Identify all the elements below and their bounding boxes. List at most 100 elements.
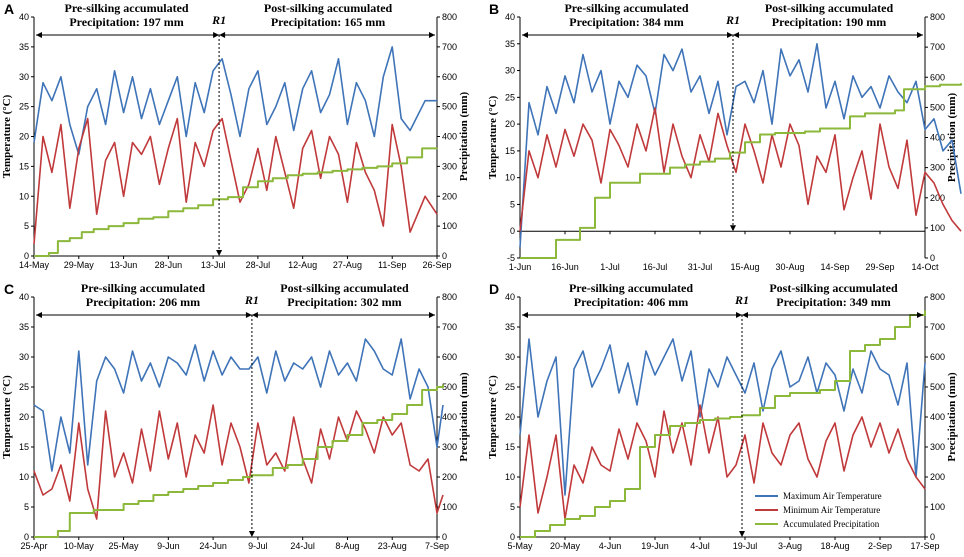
y2-tick-label: 400 [930, 412, 945, 422]
pre-silking-title: Pre-silking accumulated [64, 1, 188, 15]
pre-silking-precip: Precipitation: 197 mm [69, 15, 183, 29]
r1-label: R1 [211, 13, 226, 27]
y-tick-label: 10 [19, 472, 29, 482]
x-tick-label: 10-May [64, 541, 95, 551]
pre-silking-title: Pre-silking accumulated [564, 1, 688, 15]
x-tick-label: 25-Apr [20, 541, 47, 551]
y-tick-label: 0 [24, 532, 29, 542]
y-tick-label: 40 [19, 292, 29, 302]
x-tick-label: 2-Sep [868, 541, 892, 551]
y2-axis-label: Precipitation (mm) [946, 372, 958, 462]
y2-tick-label: 600 [442, 352, 457, 362]
y-tick-label: 25 [505, 382, 515, 392]
pre-silking-precip: Precipitation: 384 mm [569, 15, 683, 29]
pre-silking-title: Pre-silking accumulated [569, 281, 693, 295]
y2-tick-label: 500 [930, 102, 945, 112]
pre-silking-arrow-head-right [736, 312, 742, 318]
max-temp-line [33, 46, 437, 156]
y2-tick-label: 800 [442, 12, 457, 22]
post-silking-precip: Precipitation: 349 mm [776, 295, 890, 309]
y2-tick-label: 400 [442, 412, 457, 422]
y-tick-label: 0 [24, 251, 29, 261]
y2-tick-label: 400 [930, 133, 945, 143]
panel-D: D051015202530354001002003004005006007008… [487, 281, 958, 551]
panel-letter: D [489, 281, 499, 297]
x-tick-label: 26-Sep [422, 260, 451, 270]
accumulated-precip-line [520, 310, 926, 538]
r1-arrowhead [739, 531, 745, 537]
post-silking-precip: Precipitation: 165 mm [271, 15, 385, 29]
pre-silking-arrow-head-left [36, 32, 42, 38]
x-tick-label: 24-Jul [290, 541, 315, 551]
x-tick-label: 27-Aug [333, 260, 362, 270]
y2-tick-label: 700 [442, 322, 457, 332]
max-temp-line [519, 338, 926, 496]
x-tick-label: 20-May [550, 541, 581, 551]
y-tick-label: 15 [505, 146, 515, 156]
pre-silking-precip: Precipitation: 206 mm [86, 295, 200, 309]
y-tick-label: 30 [19, 352, 29, 362]
r1-label: R1 [725, 13, 740, 27]
y2-tick-label: 600 [930, 72, 945, 82]
x-tick-label: 14-Sep [820, 262, 849, 272]
x-tick-label: 4-Jun [599, 541, 622, 551]
y2-tick-label: 100 [930, 502, 945, 512]
x-tick-label: 8-Aug [335, 541, 359, 551]
x-tick-label: 28-Jul [246, 260, 271, 270]
y2-tick-label: 400 [442, 132, 457, 142]
y-tick-label: 20 [505, 119, 515, 129]
pre-silking-arrow-head-right [245, 312, 252, 318]
y2-tick-label: 0 [930, 253, 935, 263]
y2-tick-label: 700 [930, 322, 945, 332]
y2-tick-label: 600 [442, 72, 457, 82]
y2-tick-label: 100 [930, 223, 945, 233]
y2-tick-label: 600 [930, 352, 945, 362]
panel-letter: C [4, 281, 14, 297]
y-tick-label: 10 [505, 173, 515, 183]
pre-silking-arrow-head-right [213, 32, 220, 38]
y-tick-label: 15 [505, 442, 515, 452]
pre-silking-arrow-head-right [727, 32, 733, 38]
y-tick-label: 20 [505, 412, 515, 422]
y-tick-label: 25 [505, 92, 515, 102]
post-silking-title: Post-silking accumulated [765, 1, 894, 15]
y2-tick-label: 200 [930, 193, 945, 203]
min-temp-line [33, 117, 438, 245]
post-silking-title: Post-silking accumulated [769, 281, 898, 295]
y2-tick-label: 800 [930, 12, 945, 22]
r1-arrowhead [248, 531, 255, 537]
y2-tick-label: 500 [930, 382, 945, 392]
accumulated-precip-line [34, 147, 438, 257]
x-tick-label: 28-Jun [155, 260, 183, 270]
x-tick-label: 1-Jul [600, 262, 620, 272]
x-tick-label: 19-Jun [641, 541, 669, 551]
x-tick-label: 16-Jul [643, 262, 668, 272]
y-tick-label: 10 [505, 472, 515, 482]
y2-tick-label: 200 [930, 472, 945, 482]
post-silking-arrow-head-right [429, 312, 435, 318]
post-silking-arrow-head-left [219, 32, 226, 38]
x-tick-label: 4-Jul [690, 541, 710, 551]
y2-tick-label: 700 [442, 42, 457, 52]
x-tick-label: 5-May [507, 541, 533, 551]
y-tick-label: 35 [19, 322, 29, 332]
x-tick-label: 14-May [19, 260, 50, 270]
min-temp-line [519, 404, 926, 520]
panel-B: B-50510152025303540010020030040050060070… [487, 1, 962, 272]
min-temp-line [519, 107, 962, 232]
x-tick-label: 14-Oct [911, 262, 939, 272]
y-tick-label: 30 [505, 352, 515, 362]
y2-tick-label: 0 [930, 532, 935, 542]
y-tick-label: 25 [19, 382, 29, 392]
x-tick-label: 7-Sep [425, 541, 449, 551]
x-tick-label: 1-Jun [509, 262, 532, 272]
y2-tick-label: 300 [930, 163, 945, 173]
pre-silking-arrow-head-left [36, 312, 42, 318]
panel-C: C051015202530354001002003004005006007008… [1, 281, 470, 551]
x-tick-label: 16-Jun [551, 262, 579, 272]
legend-accumulated-precip-label: Accumulated Precipitation [783, 519, 880, 529]
y-tick-label: 0 [510, 226, 515, 236]
post-silking-arrow-head-right [917, 32, 923, 38]
x-tick-label: 13-Jul [201, 260, 226, 270]
y-tick-label: 15 [19, 442, 29, 452]
